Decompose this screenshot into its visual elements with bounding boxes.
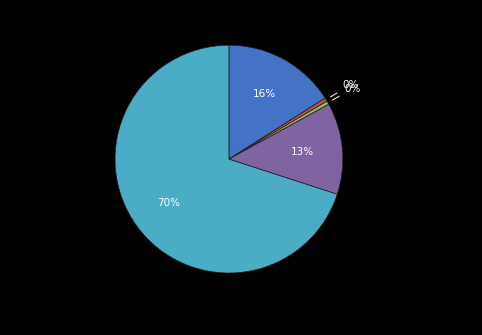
Wedge shape	[115, 45, 337, 273]
Text: 70%: 70%	[158, 198, 181, 208]
Wedge shape	[229, 104, 343, 194]
Wedge shape	[229, 101, 329, 159]
Text: 16%: 16%	[253, 89, 276, 99]
Text: 13%: 13%	[291, 147, 314, 157]
Wedge shape	[229, 98, 327, 159]
Text: 0%: 0%	[332, 84, 361, 100]
Wedge shape	[229, 45, 325, 159]
Text: 0%: 0%	[330, 80, 359, 97]
